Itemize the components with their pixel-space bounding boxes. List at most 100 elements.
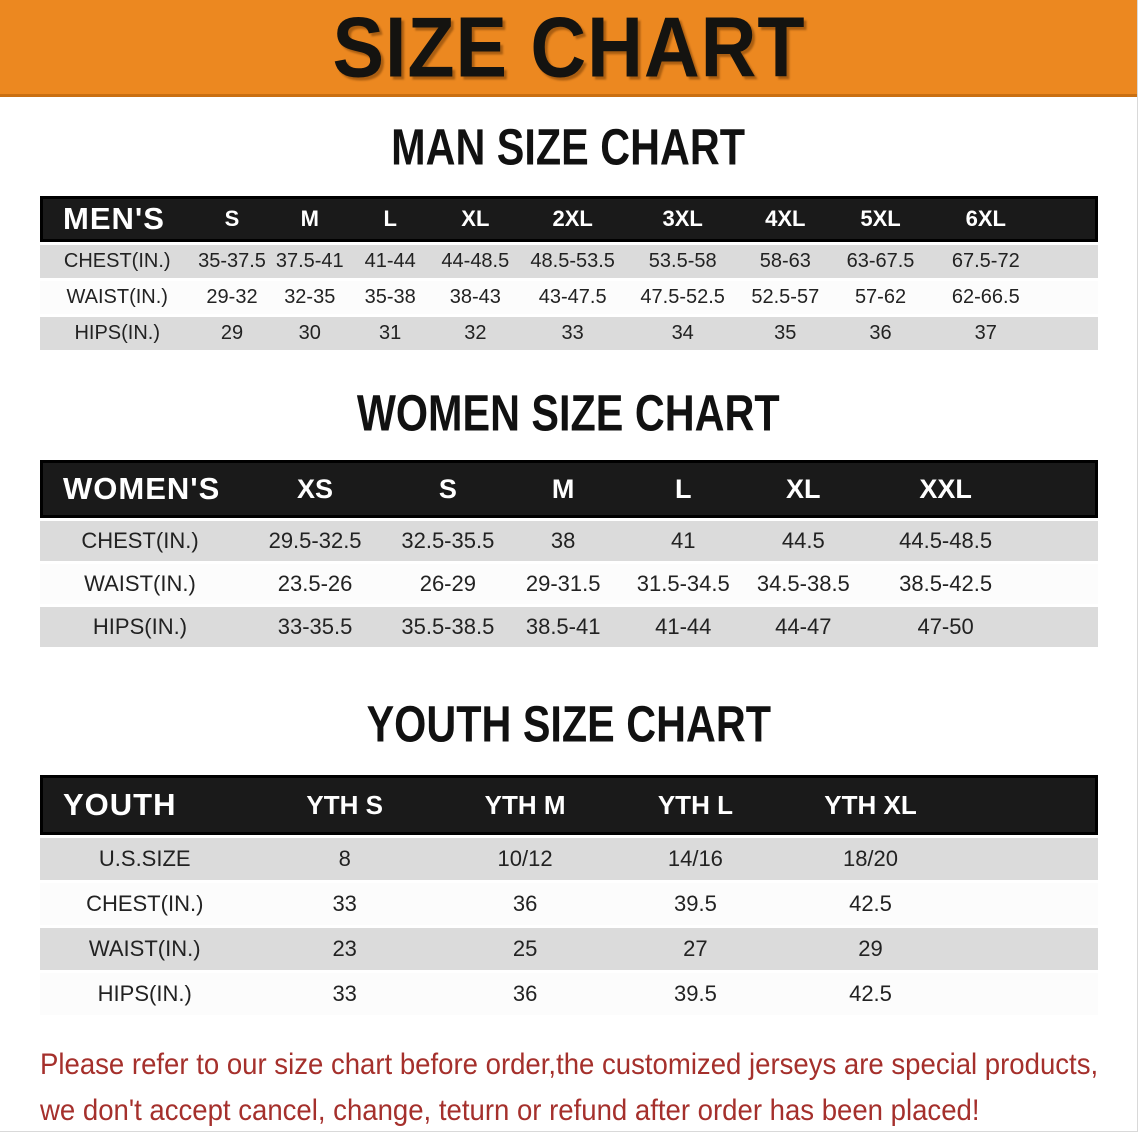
table-row: CHEST(IN.) 35-37.5 37.5-41 41-44 44-48.5… (40, 245, 1098, 278)
value-cell: 38.5-41 (505, 607, 621, 647)
column-header: YTH M (439, 775, 611, 835)
row-label: WAIST(IN.) (40, 564, 240, 604)
column-header: 2XL (520, 196, 626, 242)
value-cell: 58-63 (740, 245, 831, 278)
value-cell: 43-47.5 (520, 281, 626, 314)
column-header: XL (430, 196, 521, 242)
column-header: XXL (860, 460, 1031, 518)
spacer-cell (1040, 317, 1098, 350)
value-cell: 29 (780, 928, 961, 970)
column-header: S (390, 460, 506, 518)
row-label: CHEST(IN.) (40, 883, 250, 925)
table-row: HIPS(IN.) 33-35.5 35.5-38.5 38.5-41 41-4… (40, 607, 1098, 647)
column-header: YTH S (249, 775, 440, 835)
spacer-cell (1040, 245, 1098, 278)
table-row: HIPS(IN.) 29 30 31 32 33 34 35 36 37 (40, 317, 1098, 350)
value-cell: 29.5-32.5 (239, 521, 391, 561)
column-header: 3XL (625, 196, 741, 242)
men-header-row: MEN'S S M L XL 2XL 3XL 4XL 5XL 6XL (40, 196, 1098, 242)
value-cell: 33-35.5 (239, 607, 391, 647)
table-row: WAIST(IN.) 23.5-26 26-29 29-31.5 31.5-34… (40, 564, 1098, 604)
youth-section: YOUTH SIZE CHART YOUTH YTH S YTH M YTH L… (0, 694, 1137, 1018)
value-cell: 23.5-26 (239, 564, 391, 604)
row-label: WAIST(IN.) (40, 928, 250, 970)
value-cell: 41-44 (620, 607, 746, 647)
value-cell: 62-66.5 (930, 281, 1041, 314)
value-cell: 25 (439, 928, 611, 970)
women-section: WOMEN SIZE CHART WOMEN'S XS S M L XL XXL (0, 383, 1137, 650)
value-cell: 36 (439, 973, 611, 1015)
youth-section-heading: YOUTH SIZE CHART (0, 694, 1137, 753)
value-cell: 14/16 (610, 838, 781, 880)
value-cell: 34 (625, 317, 741, 350)
value-cell: 39.5 (610, 973, 781, 1015)
column-header: L (349, 196, 431, 242)
page-title: SIZE CHART (332, 0, 805, 95)
value-cell: 8 (249, 838, 440, 880)
value-cell: 38-43 (430, 281, 521, 314)
disclaimer-line-2: we don't accept cancel, change, teturn o… (40, 1094, 980, 1128)
women-header-row: WOMEN'S XS S M L XL XXL (40, 460, 1098, 518)
disclaimer-line-1: Please refer to our size chart before or… (40, 1048, 1099, 1082)
value-cell: 10/12 (439, 838, 611, 880)
value-cell: 67.5-72 (930, 245, 1041, 278)
value-cell: 44.5-48.5 (860, 521, 1031, 561)
column-header: M (269, 196, 350, 242)
row-label: CHEST(IN.) (40, 521, 240, 561)
value-cell: 37 (930, 317, 1041, 350)
value-cell: 30 (269, 317, 350, 350)
spacer-cell (1030, 607, 1098, 647)
column-header: XS (239, 460, 391, 518)
value-cell: 18/20 (780, 838, 961, 880)
spacer-cell (1030, 521, 1098, 561)
value-cell: 48.5-53.5 (520, 245, 626, 278)
value-cell: 42.5 (780, 973, 961, 1015)
men-size-table: MEN'S S M L XL 2XL 3XL 4XL 5XL 6XL CHEST… (40, 193, 1098, 353)
women-size-table: WOMEN'S XS S M L XL XXL CHEST(IN.) 29.5-… (40, 457, 1098, 650)
value-cell: 42.5 (780, 883, 961, 925)
value-cell: 33 (520, 317, 626, 350)
value-cell: 32 (430, 317, 521, 350)
value-cell: 33 (249, 883, 440, 925)
value-cell: 47-50 (860, 607, 1031, 647)
women-heading-text: WOMEN SIZE CHART (357, 383, 780, 442)
youth-heading-text: YOUTH SIZE CHART (366, 694, 771, 753)
row-label: CHEST(IN.) (40, 245, 195, 278)
value-cell: 35.5-38.5 (390, 607, 506, 647)
spacer-cell (1030, 564, 1098, 604)
men-section: MAN SIZE CHART MEN'S S M L XL 2XL 3XL 4X… (0, 118, 1137, 353)
women-section-heading: WOMEN SIZE CHART (0, 383, 1137, 442)
spacer-cell (1040, 281, 1098, 314)
value-cell: 57-62 (830, 281, 931, 314)
column-header: 4XL (740, 196, 831, 242)
spacer-cell (960, 928, 1098, 970)
table-row: CHEST(IN.) 33 36 39.5 42.5 (40, 883, 1098, 925)
value-cell: 38 (505, 521, 621, 561)
value-cell: 29-32 (194, 281, 270, 314)
banner: SIZE CHART (0, 0, 1137, 97)
table-row: U.S.SIZE 8 10/12 14/16 18/20 (40, 838, 1098, 880)
header-spacer (1040, 196, 1098, 242)
table-row: WAIST(IN.) 29-32 32-35 35-38 38-43 43-47… (40, 281, 1098, 314)
value-cell: 32-35 (269, 281, 350, 314)
youth-size-table: YOUTH YTH S YTH M YTH L YTH XL U.S.SIZE … (40, 772, 1098, 1018)
spacer-cell (960, 883, 1098, 925)
value-cell: 29-31.5 (505, 564, 621, 604)
value-cell: 23 (249, 928, 440, 970)
table-row: WAIST(IN.) 23 25 27 29 (40, 928, 1098, 970)
value-cell: 34.5-38.5 (745, 564, 861, 604)
value-cell: 44-48.5 (430, 245, 521, 278)
disclaimer: Please refer to our size chart before or… (40, 1042, 1137, 1131)
row-label: U.S.SIZE (40, 838, 250, 880)
youth-header-row: YOUTH YTH S YTH M YTH L YTH XL (40, 775, 1098, 835)
men-table-title: MEN'S (40, 196, 195, 242)
table-row: HIPS(IN.) 33 36 39.5 42.5 (40, 973, 1098, 1015)
column-header: XL (745, 460, 861, 518)
value-cell: 36 (830, 317, 931, 350)
row-label: WAIST(IN.) (40, 281, 195, 314)
column-header: 6XL (930, 196, 1041, 242)
row-label: HIPS(IN.) (40, 973, 250, 1015)
value-cell: 47.5-52.5 (625, 281, 741, 314)
value-cell: 41 (620, 521, 746, 561)
